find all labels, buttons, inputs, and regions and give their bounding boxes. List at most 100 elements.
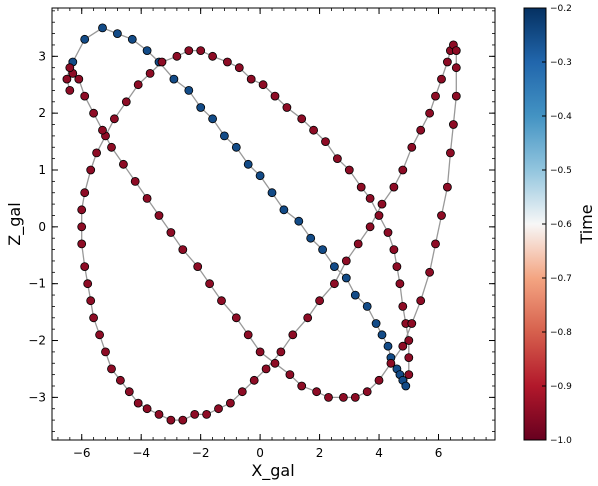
orbit-point [270, 358, 280, 368]
orbit-point [353, 239, 363, 249]
orbit-point [329, 262, 339, 272]
x-tick-label: 6 [435, 446, 443, 460]
orbit-point [341, 273, 351, 283]
orbit-point [377, 199, 387, 209]
orbit-point [255, 171, 265, 181]
orbit-point [196, 103, 206, 112]
orbit-point [297, 114, 307, 124]
orbit-point [303, 313, 313, 323]
orbit-point [62, 74, 72, 84]
orbit-point [231, 313, 241, 323]
plot-frame [51, 7, 496, 441]
orbit-point [98, 23, 107, 33]
orbit-point [294, 216, 304, 226]
orbit-point [113, 29, 122, 38]
x-axis-label: X_gal [251, 461, 294, 481]
orbit-point [350, 290, 360, 300]
orbit-point [83, 279, 93, 289]
orbit-point [425, 108, 435, 118]
orbit-point [279, 205, 289, 215]
orbit-point [377, 330, 387, 340]
orbit-point [282, 103, 292, 112]
x-tick-label: −4 [132, 446, 150, 460]
orbit-point [404, 370, 414, 380]
orbit-point [448, 120, 458, 129]
orbit-point [401, 381, 411, 391]
orbit-point [172, 51, 182, 61]
orbit-point [107, 364, 116, 374]
y-axis-ticks: −3 −2 −1 0 1 2 3 [28, 10, 495, 432]
orbit-point [124, 387, 134, 397]
orbit-point [374, 211, 384, 220]
orbit-point [92, 148, 101, 158]
orbit-point [142, 46, 152, 55]
orbit-point [383, 341, 393, 351]
colorbar-tick-label: −1.0 [550, 436, 572, 446]
colorbar-tick-label: −0.4 [550, 112, 572, 122]
orbit-point [258, 80, 268, 90]
orbit-point [425, 267, 435, 277]
y-tick-label: −3 [28, 390, 46, 404]
orbit-point [86, 165, 96, 175]
orbit-point [451, 63, 461, 73]
orbit-point [225, 398, 235, 408]
orbit-point [249, 375, 259, 385]
orbit-point [255, 347, 265, 357]
orbit-point [389, 245, 399, 255]
orbit-point [219, 131, 229, 141]
orbit-point [72, 0, 80, 4]
orbit-point [77, 239, 87, 249]
orbit-point [95, 330, 104, 340]
orbit-point [133, 80, 143, 90]
orbit-point [321, 137, 330, 147]
orbit-point [65, 63, 75, 73]
orbit-point [105, 0, 113, 4]
orbit-point [261, 364, 271, 374]
orbit-point [77, 205, 87, 215]
y-tick-label: 2 [38, 106, 46, 120]
orbit-point [154, 211, 164, 220]
y-tick-label: −1 [28, 277, 46, 291]
x-tick-label: −2 [192, 446, 210, 460]
orbit-point [324, 392, 333, 402]
orbit-point [416, 296, 426, 306]
orbit-point [231, 142, 241, 152]
colorbar-tick-label: −0.8 [550, 328, 572, 338]
orbit-point [297, 381, 307, 391]
orbit-point [154, 409, 164, 419]
orbit-point [356, 182, 366, 192]
orbit-point [178, 245, 188, 255]
orbit-point [133, 398, 143, 408]
orbit-point [344, 165, 354, 175]
y-tick-label: −2 [28, 334, 46, 348]
orbit-point [431, 239, 440, 249]
orbit-point [288, 330, 298, 340]
orbit-point [383, 228, 393, 237]
orbit-point [267, 188, 277, 198]
colorbar-label: Time [577, 204, 596, 244]
orbit-point [371, 319, 381, 328]
orbit-point [243, 159, 253, 169]
orbit-point [208, 51, 218, 61]
orbit-point [332, 154, 342, 164]
orbit-point [365, 222, 375, 232]
orbit-point [437, 74, 446, 84]
orbit-point [398, 301, 408, 311]
orbit-point [166, 415, 176, 425]
orbit-point [169, 74, 179, 84]
x-tick-label: 2 [316, 446, 324, 460]
orbit-point [374, 375, 384, 385]
orbit-point [217, 296, 226, 306]
colorbar [524, 8, 546, 440]
orbit-point [386, 358, 396, 368]
orbit-point [222, 57, 232, 67]
orbit-point [392, 262, 402, 272]
x-tick-label: 4 [375, 446, 383, 460]
orbit-point [442, 57, 452, 67]
orbit-point [234, 63, 244, 73]
orbit-point [270, 91, 280, 101]
orbit-point [110, 114, 119, 124]
x-axis-ticks: −6 −4 −2 0 2 4 6 [57, 8, 487, 460]
orbit-point [196, 46, 206, 55]
